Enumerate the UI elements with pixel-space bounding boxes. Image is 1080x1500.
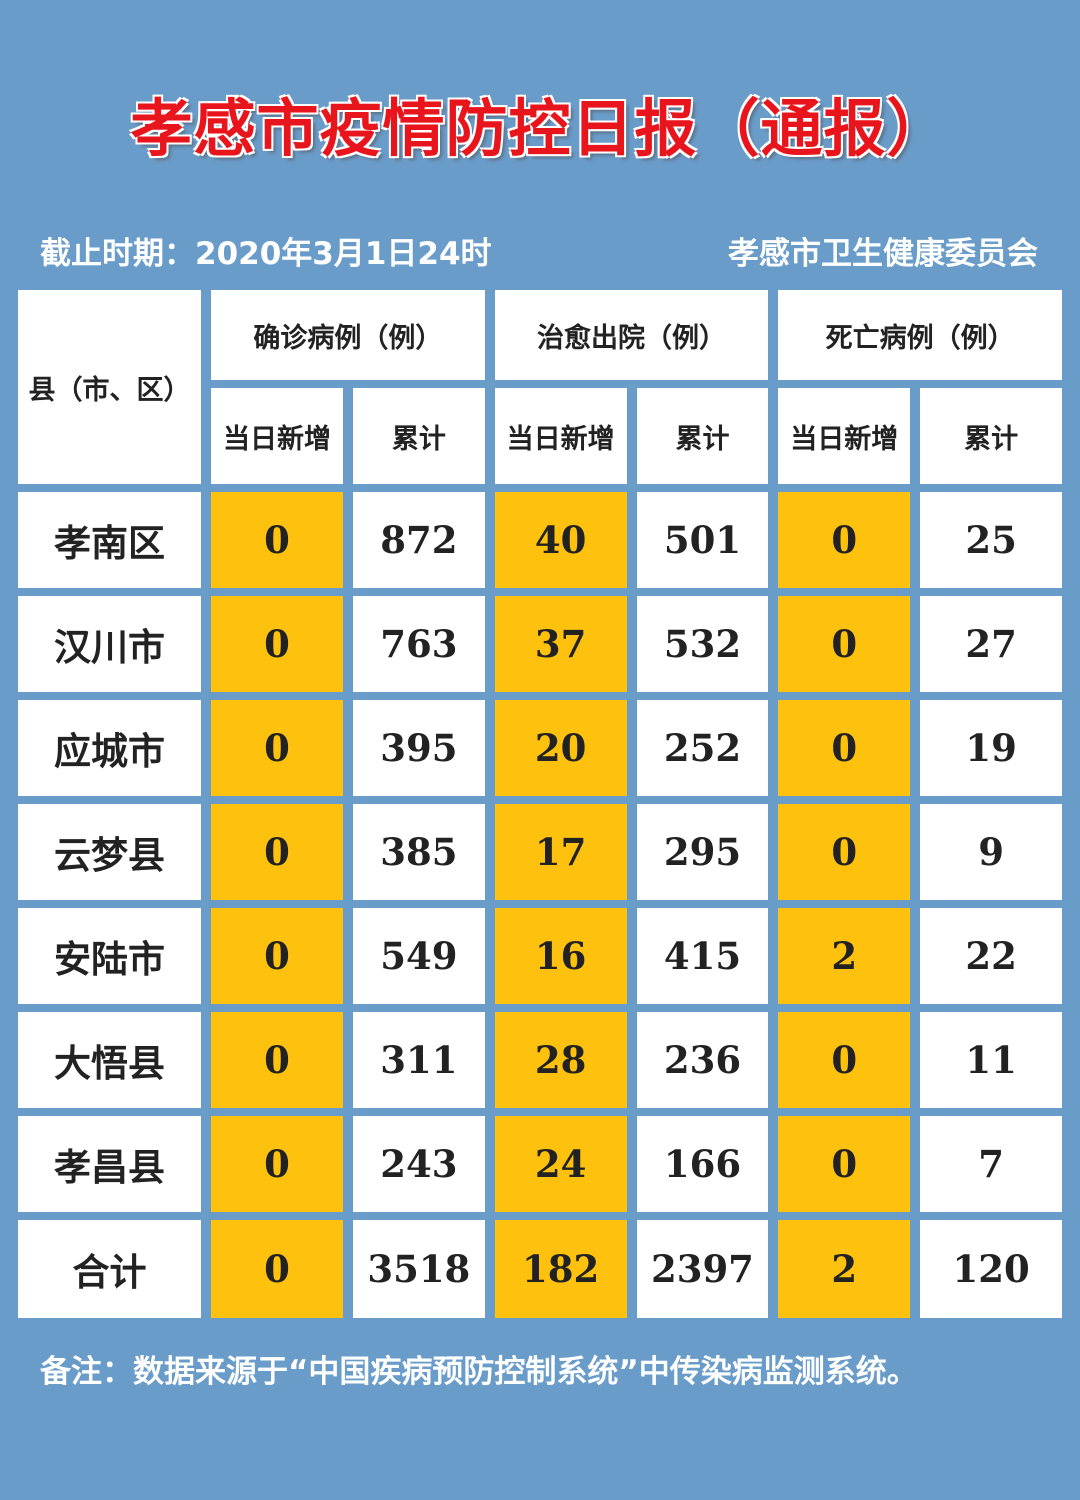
region-name: 应城市 (18, 700, 212, 804)
cumulative-cell: 311 (352, 1012, 495, 1116)
daily-new-cell: 0 (778, 492, 921, 596)
cumulative-cell: 166 (636, 1116, 779, 1220)
cumulative-cell: 532 (636, 596, 779, 700)
table-row: 安陆市 0 549 16 415 2 22 (18, 908, 1062, 1012)
region-name: 云梦县 (18, 804, 212, 908)
publisher-text: 孝感市卫生健康委员会 (728, 236, 1038, 272)
daily-new-cell: 0 (778, 700, 921, 804)
cumulative-cell: 2397 (637, 1220, 779, 1318)
cumulative-cell: 501 (636, 492, 779, 596)
sub-header: 累计 (636, 388, 779, 492)
daily-new-cell: 0 (211, 1220, 353, 1318)
daily-new-cell: 2 (778, 1220, 921, 1318)
cumulative-cell: 22 (920, 908, 1062, 1012)
table-body: 孝南区 0 872 40 501 0 25 汉川市 0 763 37 532 0 27 应城市 0 395 20 2… (18, 492, 1062, 1318)
daily-new-cell: 16 (494, 908, 637, 1012)
deadline-text: 截止时期：2020年3月1日24时 (40, 236, 492, 272)
cumulative-cell: 415 (636, 908, 779, 1012)
cumulative-cell: 3518 (353, 1220, 495, 1318)
table-row: 孝南区 0 872 40 501 0 25 (18, 492, 1062, 596)
page-title: 孝感市疫情防控日报（通报） (130, 92, 950, 165)
table-row: 合计 0 3518 182 2397 2 120 (18, 1220, 1062, 1318)
daily-new-cell: 20 (494, 700, 637, 804)
cumulative-cell: 9 (920, 804, 1062, 908)
daily-new-cell: 0 (211, 492, 353, 596)
daily-new-cell: 0 (778, 804, 921, 908)
daily-new-cell: 40 (494, 492, 637, 596)
group-header-deaths: 死亡病例（例） (778, 290, 1062, 388)
sub-header: 当日新增 (494, 388, 637, 492)
table-row: 应城市 0 395 20 252 0 19 (18, 700, 1062, 804)
daily-new-cell: 0 (211, 908, 353, 1012)
region-name: 孝昌县 (18, 1116, 212, 1220)
daily-new-cell: 0 (778, 596, 921, 700)
cumulative-cell: 19 (920, 700, 1062, 804)
table-header-row-groups: 县（市、区） 确诊病例（例） 治愈出院（例） 死亡病例（例） (18, 290, 1062, 492)
region-name: 合计 (18, 1220, 212, 1318)
cumulative-cell: 252 (636, 700, 779, 804)
region-header: 县（市、区） (18, 290, 212, 492)
table-row: 云梦县 0 385 17 295 0 9 (18, 804, 1062, 908)
group-header-recovered: 治愈出院（例） (494, 290, 779, 388)
daily-new-cell: 0 (211, 700, 353, 804)
cumulative-cell: 763 (352, 596, 495, 700)
cumulative-cell: 120 (952, 1247, 1030, 1291)
region-name: 大悟县 (18, 1012, 212, 1116)
daily-new-cell: 37 (494, 596, 637, 700)
daily-new-cell: 17 (494, 804, 637, 908)
cumulative-cell: 27 (920, 596, 1062, 700)
region-name: 汉川市 (18, 596, 212, 700)
cumulative-cell: 25 (920, 492, 1062, 596)
cumulative-cell: 236 (636, 1012, 779, 1116)
cumulative-cell: 11 (920, 1012, 1062, 1116)
region-name: 安陆市 (18, 908, 212, 1012)
cumulative-cell: 395 (352, 700, 495, 804)
region-name: 孝南区 (18, 492, 212, 596)
cumulative-cell: 243 (352, 1116, 495, 1220)
sub-header: 当日新增 (778, 388, 921, 492)
table-row: 汉川市 0 763 37 532 0 27 (18, 596, 1062, 700)
table-row: 大悟县 0 311 28 236 0 11 (18, 1012, 1062, 1116)
daily-new-cell: 182 (494, 1220, 637, 1318)
daily-new-cell: 0 (211, 596, 353, 700)
cumulative-cell: 295 (636, 804, 779, 908)
cumulative-cell: 549 (352, 908, 495, 1012)
sub-header: 累计 (352, 388, 495, 492)
cumulative-cell: 7 (920, 1116, 1062, 1220)
daily-new-cell: 0 (778, 1012, 921, 1116)
daily-new-cell: 28 (494, 1012, 637, 1116)
epidemic-report-table: 县（市、区） 确诊病例（例） 治愈出院（例） 死亡病例（例） 当日新增 累计 当… (18, 290, 1062, 1318)
daily-new-cell: 0 (211, 1012, 353, 1116)
sub-header: 累计 (920, 388, 1062, 492)
group-header-confirmed: 确诊病例（例） (211, 290, 495, 388)
daily-new-cell: 0 (211, 804, 353, 908)
daily-new-cell: 0 (778, 1116, 921, 1220)
sub-header: 当日新增 (211, 388, 353, 492)
daily-new-cell: 24 (494, 1116, 637, 1220)
table-header-row-subs: 当日新增 累计 当日新增 累计 当日新增 累计 (18, 388, 1062, 492)
footnote: 备注：数据来源于“中国疾病预防控制系统”中传染病监测系统。 (40, 1354, 918, 1390)
table-row: 孝昌县 0 243 24 166 0 7 (18, 1116, 1062, 1220)
cumulative-cell: 872 (352, 492, 495, 596)
cumulative-cell: 385 (352, 804, 495, 908)
daily-new-cell: 2 (778, 908, 921, 1012)
daily-new-cell: 0 (211, 1116, 353, 1220)
